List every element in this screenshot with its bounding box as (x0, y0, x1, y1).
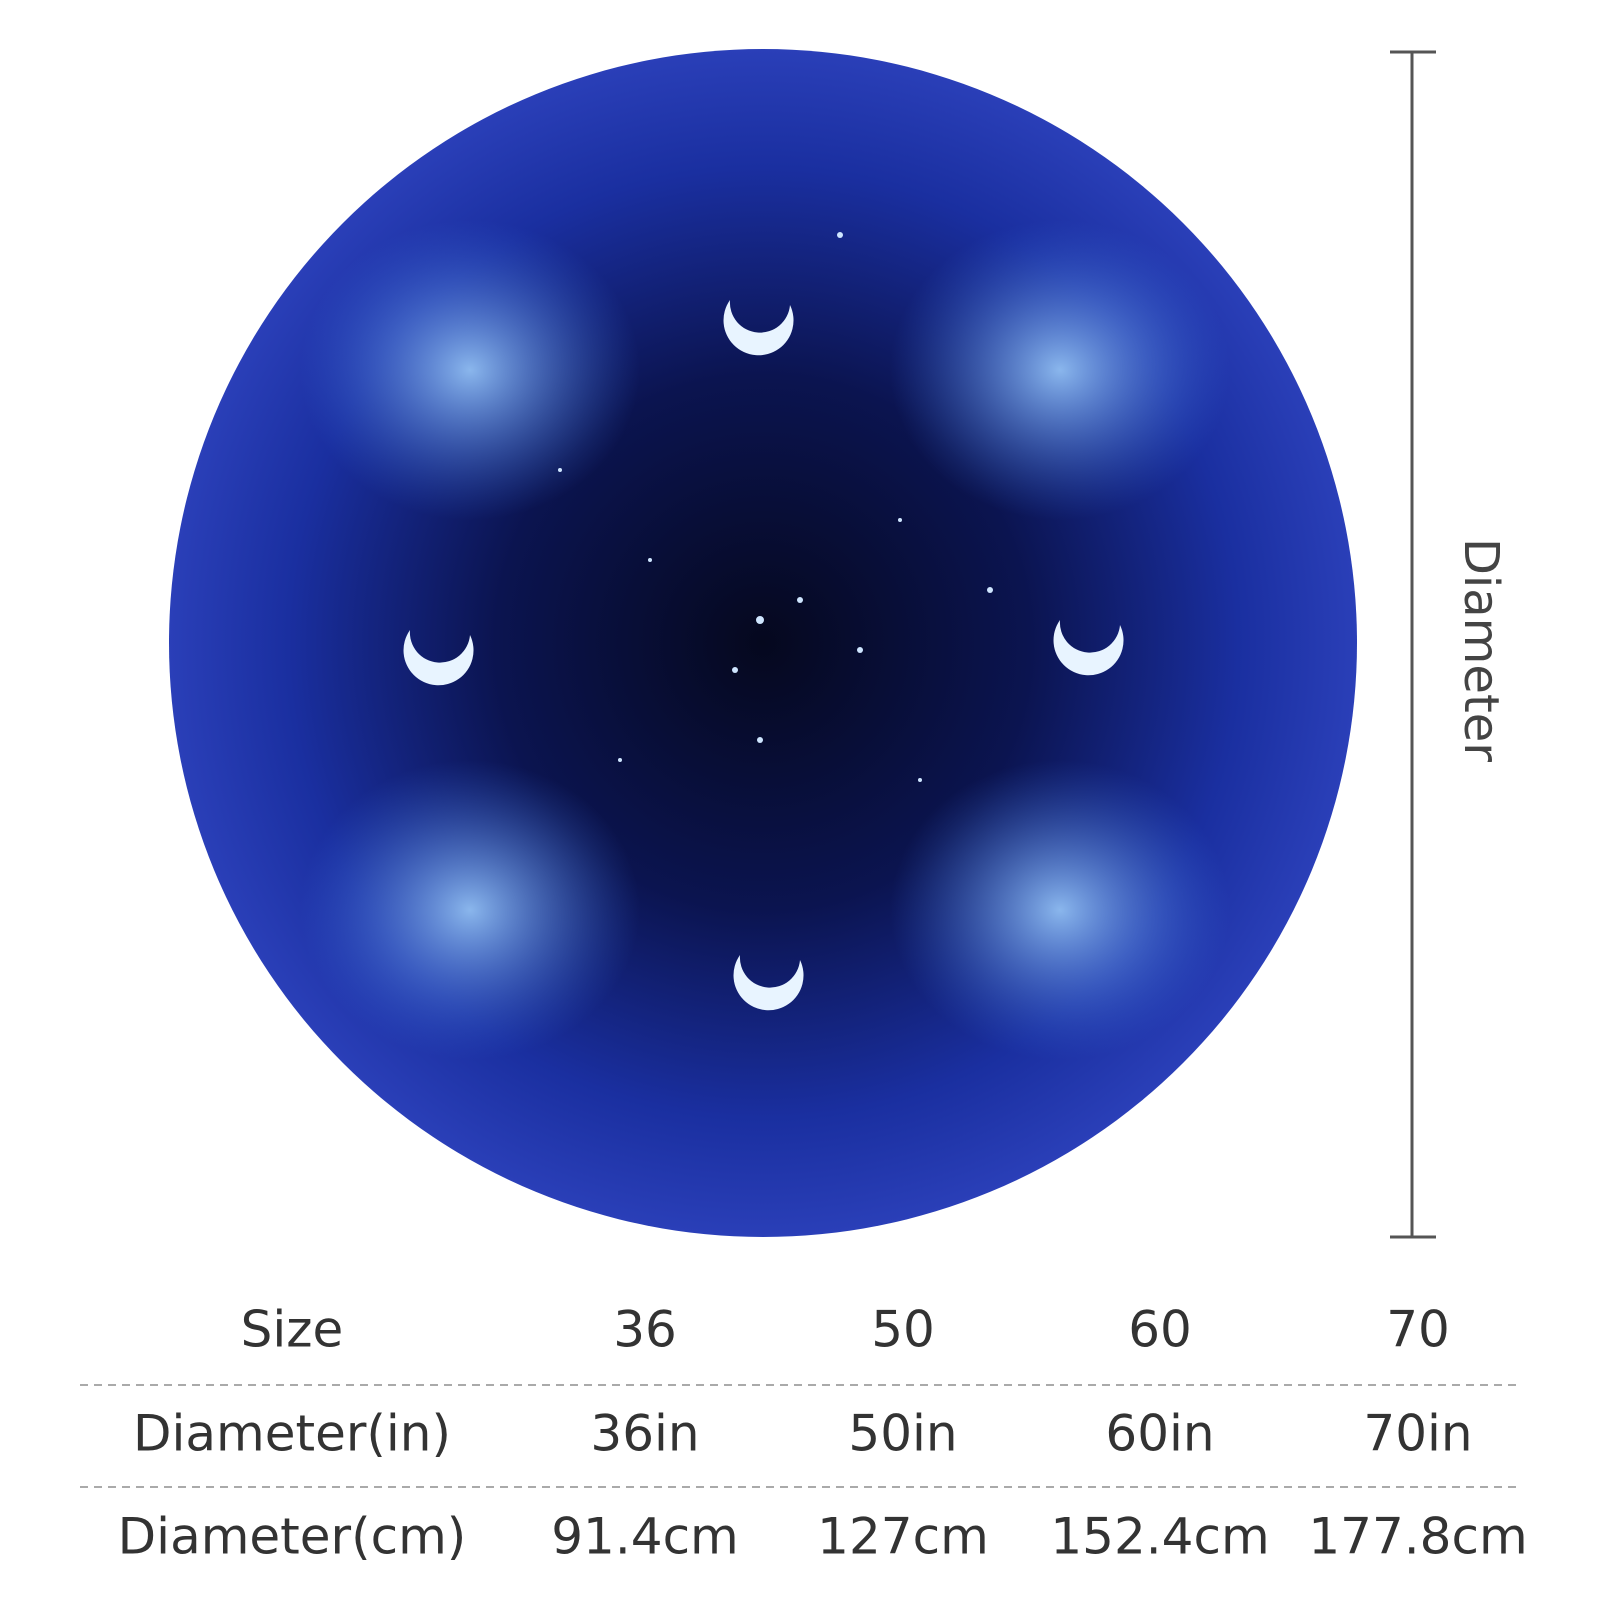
diameter-marker (1390, 50, 1436, 1239)
table-cell: 36 (613, 1301, 677, 1359)
table-cell: 91.4cm (551, 1508, 739, 1566)
table-cell: 50 (871, 1301, 935, 1359)
moon (723, 300, 794, 356)
star (797, 597, 803, 603)
star (898, 518, 902, 522)
cloud (890, 220, 1230, 520)
table-cell: 127cm (817, 1508, 989, 1566)
table-cell: 50in (848, 1405, 957, 1463)
table-cell: 152.4cm (1050, 1508, 1269, 1566)
star (757, 737, 763, 743)
moon (733, 955, 804, 1011)
cloud (300, 220, 640, 520)
moons (403, 300, 1124, 1011)
cloud (890, 760, 1230, 1060)
star (558, 468, 562, 472)
star (918, 778, 922, 782)
star (756, 616, 764, 624)
table-cell: 60 (1128, 1301, 1192, 1359)
row-header: Diameter(cm) (118, 1508, 467, 1566)
star (987, 587, 993, 593)
table-cell: 70 (1386, 1301, 1450, 1359)
table-cell: 60in (1105, 1405, 1214, 1463)
cloud (300, 760, 640, 1060)
star (857, 647, 863, 653)
row-header: Size (241, 1301, 344, 1359)
star (837, 232, 843, 238)
rug-circle (169, 49, 1357, 1237)
table-cell: 177.8cm (1308, 1508, 1527, 1566)
dimension-label: Diameter (1453, 538, 1509, 762)
size-table: Size 36 50 60 70 Diameter(in) 36in 50in 60in 70in… (118, 1301, 1528, 1566)
moon (403, 630, 474, 686)
table-cell: 36in (590, 1405, 699, 1463)
moon (1053, 620, 1124, 676)
star (732, 667, 738, 673)
star (648, 558, 652, 562)
table-cell: 70in (1363, 1405, 1472, 1463)
rug (169, 49, 1357, 1237)
stars (558, 232, 993, 782)
star (618, 758, 622, 762)
row-header: Diameter(in) (133, 1405, 451, 1463)
table-dividers (80, 1384, 1522, 1488)
